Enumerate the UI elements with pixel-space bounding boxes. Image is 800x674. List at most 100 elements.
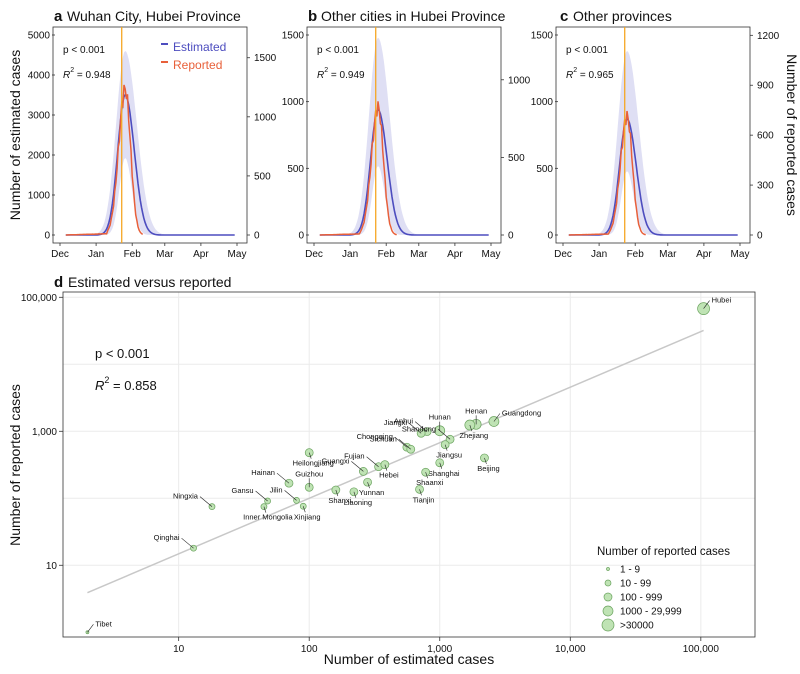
point-jiangxi: Jiangxi <box>384 418 426 438</box>
x-tick-label: Jan <box>591 249 607 260</box>
point-yunnan: Yunnan <box>359 477 384 497</box>
panel-b-ci-band <box>319 37 489 236</box>
x-tick-label: Mar <box>659 249 677 260</box>
panel-c-p-value: p < 0.001 <box>566 45 608 56</box>
label-leader <box>263 506 267 513</box>
panel-c-lines <box>568 27 738 243</box>
panel-b-r2-sup: 2 <box>324 67 328 74</box>
y-right-tick-label: 1000 <box>508 75 531 86</box>
x-tick-label: Dec <box>305 249 323 260</box>
x-tick-label: May <box>482 249 501 260</box>
estimated-line <box>319 108 489 236</box>
x-tick-label: May <box>228 249 247 260</box>
y-right-tick-label: 500 <box>508 153 525 164</box>
label-leader <box>394 436 408 448</box>
label-leader <box>302 506 306 513</box>
label-leader <box>87 624 94 633</box>
x-tick-label: 10,000 <box>555 644 586 655</box>
point-beijing: Beijing <box>477 453 500 473</box>
panel-d-x-axis-title: Number of estimated cases <box>324 651 494 667</box>
y-tick-label: 500 <box>287 164 304 175</box>
point-label: Zhejiang <box>459 431 488 440</box>
y-tick-label: 10 <box>46 561 58 572</box>
panel-c-r2-sup: 2 <box>573 67 577 74</box>
legend-estimated-label: Estimated <box>173 40 226 54</box>
x-tick-label: 100,000 <box>683 644 720 655</box>
point-label: Qinghai <box>154 533 180 542</box>
label-leader <box>199 496 213 507</box>
point-hebei: Hebei <box>379 460 399 480</box>
label-leader <box>439 462 443 469</box>
panel-b-r2-label: R <box>317 70 324 81</box>
y-tick-label: 1000 <box>531 97 554 108</box>
y-right-tick-label: 0 <box>508 231 514 242</box>
panel-b: b Other cities in Hubei Province 0 500 100… <box>282 8 531 260</box>
point-tibet: Tibet <box>85 619 113 635</box>
panel-a-y-ticks: 0 1000 2000 3000 4000 5000 <box>28 31 55 242</box>
label-leader <box>414 421 428 432</box>
label-leader <box>384 464 388 471</box>
point-guizhou: Guizhou <box>295 469 323 492</box>
reported-line <box>319 101 397 236</box>
point-label: Xinjiang <box>294 512 321 521</box>
point-label: Hebei <box>379 471 399 480</box>
y-right-tick-label: 600 <box>757 131 774 142</box>
point-jiangsu: Jiangsu <box>436 440 462 460</box>
point-zhejiang: Zhejiang <box>459 419 488 440</box>
panel-d-r2-sup: 2 <box>104 375 109 385</box>
label-leader <box>181 537 194 549</box>
y-tick-label: 0 <box>547 231 553 242</box>
panel-d-x-ticks: 10 100 1,000 10,000 100,000 <box>173 637 719 655</box>
panel-c-plot-frame <box>555 26 751 244</box>
y-right-tick-label: 1500 <box>254 53 277 64</box>
x-tick-label: Mar <box>156 249 174 260</box>
legend-reported-label: Reported <box>173 58 222 72</box>
panel-d-points: HubeiGuangdongHenanZhejiangHunanAnhuiJia… <box>85 296 732 635</box>
label-leader <box>351 461 364 472</box>
panel-a-letter: a <box>54 8 63 25</box>
size-legend-title: Number of reported cases <box>597 546 730 558</box>
y-right-tick-label: 900 <box>757 81 774 92</box>
panel-d: d Estimated versus reported Hubei Guangdo… <box>7 274 756 667</box>
x-tick-label: 10 <box>173 644 185 655</box>
y-right-tick-label: 1200 <box>757 31 780 42</box>
panel-d-grid <box>63 292 755 637</box>
point-hubei: Hubei <box>697 296 732 315</box>
y-right-tick-label: 0 <box>757 231 763 242</box>
panel-b-r2-value: = 0.949 <box>328 70 365 81</box>
panel-b-x-ticks: Dec Jan Feb Mar Apr May <box>305 243 500 260</box>
panel-d-fit-line <box>87 329 704 594</box>
panel-d-letter: d <box>54 274 63 291</box>
panel-c-letter: c <box>560 8 568 25</box>
point-liaoning: Liaoning <box>344 487 372 507</box>
panel-a: a Wuhan City, Hubei Province 0 1000 2000 30… <box>28 8 277 260</box>
label-leader <box>484 457 487 465</box>
point-label: Fujian <box>344 452 364 461</box>
point-ningxia: Ningxia <box>173 492 216 511</box>
point-label: Guangxi <box>321 456 349 465</box>
size-legend-label: 10 - 99 <box>620 579 652 590</box>
point-label: Yunnan <box>359 488 384 497</box>
label-leader <box>367 482 370 489</box>
point-label: Shaanxi <box>416 478 443 487</box>
point-label: Jilin <box>270 485 283 494</box>
estimated-line <box>568 117 738 236</box>
size-legend-label: 1000 - 29,999 <box>620 607 682 618</box>
panel-a-r2-sup: 2 <box>70 67 74 74</box>
panel-a-r2: R2 = 0.948 <box>63 67 111 81</box>
point-label: Hunan <box>429 413 451 422</box>
x-tick-label: Apr <box>447 249 463 260</box>
y-right-tick-label: 1000 <box>254 112 277 123</box>
y-tick-label: 1000 <box>28 191 51 202</box>
size-legend-label: 100 - 999 <box>620 593 663 604</box>
point-shanghai: Shanghai <box>428 458 460 478</box>
point-label: Shanxi <box>328 496 351 505</box>
y-right-tick-label: 0 <box>254 231 260 242</box>
size-legend-swatch <box>603 592 613 602</box>
y-tick-label: 5000 <box>28 31 51 42</box>
y-tick-label: 0 <box>44 231 50 242</box>
panel-c-y-ticks: 0 500 1000 1500 <box>531 31 558 242</box>
label-leader <box>308 452 312 459</box>
panel-d-y-ticks: 10 1,000 100,000 <box>21 293 63 572</box>
point-label: Hainan <box>251 468 275 477</box>
